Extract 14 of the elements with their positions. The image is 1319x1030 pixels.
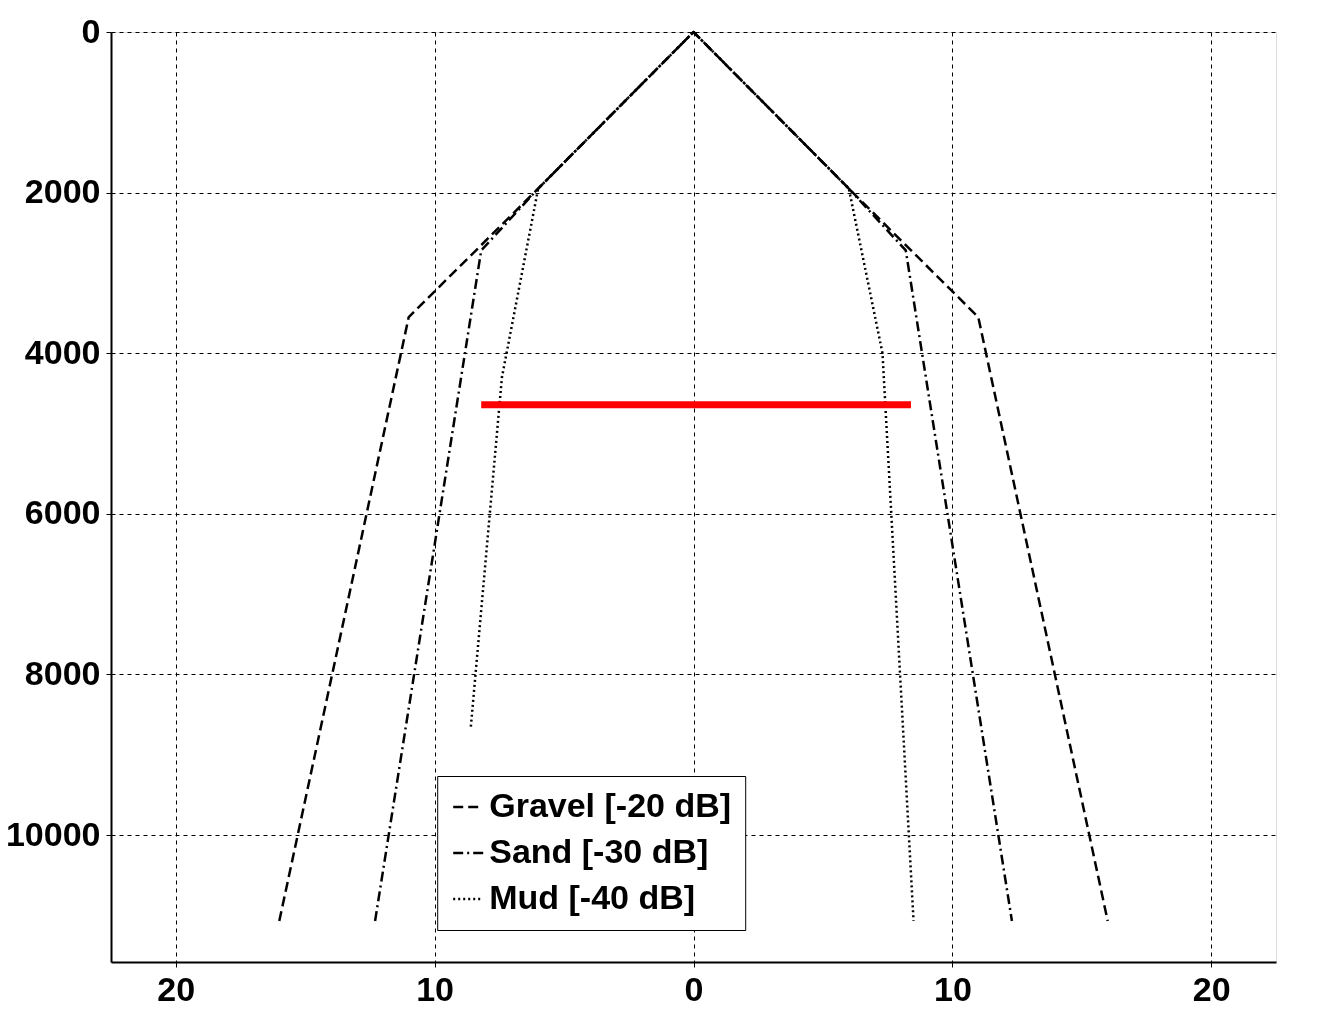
x-tick-label: 20 [1192,969,1231,1008]
y-tick-label: 8000 [24,653,101,692]
x-tick-label: 10 [416,969,455,1008]
x-tick-label: 20 [157,969,196,1008]
y-tick-label: 6000 [24,493,101,532]
y-tick-label: 2000 [24,172,101,211]
y-tick-label: 4000 [24,332,101,371]
y-tick-label: 10000 [5,814,101,853]
x-tick-label: 0 [684,969,704,1008]
legend-label: Mud [-40 dB] [489,878,696,916]
legend-label: Sand [-30 dB] [489,832,709,870]
y-tick-label: 0 [81,11,101,50]
legend-label: Gravel [-20 dB] [489,786,732,824]
x-tick-label: 10 [933,969,972,1008]
